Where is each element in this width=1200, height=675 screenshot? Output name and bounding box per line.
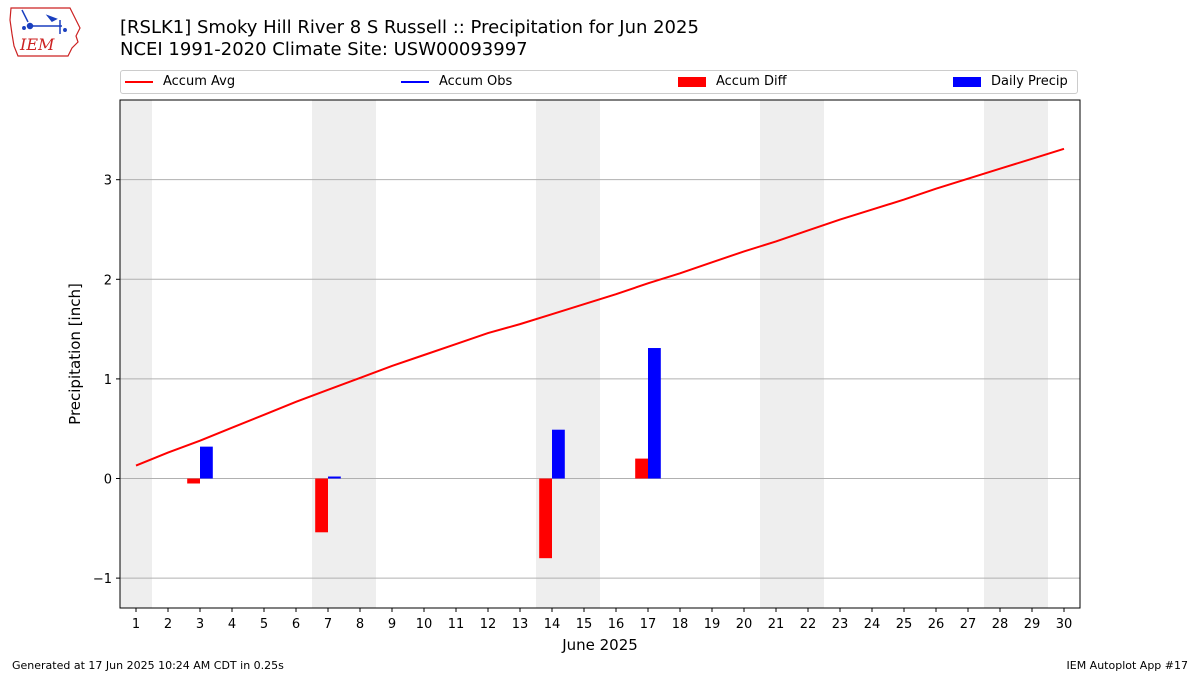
legend-item-accum-diff: Accum Diff [678,74,787,89]
x-tick-label: 13 [512,617,529,632]
x-tick-label: 22 [800,617,817,632]
weather-station-icon [21,9,67,34]
x-tick-label: 23 [832,617,849,632]
weekend-shade [760,100,824,608]
x-tick-label: 7 [324,617,332,632]
x-tick-label: 2 [164,617,172,632]
x-tick-label: 12 [480,617,497,632]
iem-logo: IEM [9,7,81,57]
x-tick-label: 14 [544,617,561,632]
y-tick-label: 1 [104,373,112,388]
x-tick-label: 26 [928,617,945,632]
chart-title: [RSLK1] Smoky Hill River 8 S Russell :: … [120,17,699,38]
x-tick-label: 21 [768,617,785,632]
y-tick-label: −1 [93,572,112,587]
x-tick-label: 6 [292,617,300,632]
legend-item-daily-precip: Daily Precip [953,74,1068,89]
daily-precip-bar [200,446,213,479]
chart-legend: Accum Avg Accum Obs Accum Diff Daily Pre… [120,70,1078,94]
x-tick-label: 17 [640,617,657,632]
x-tick-label: 8 [356,617,364,632]
legend-label-accum-avg: Accum Avg [163,74,236,89]
x-tick-label: 19 [704,617,721,632]
daily-precip-bar [648,348,661,479]
x-tick-label: 20 [736,617,753,632]
x-tick-label: 18 [672,617,689,632]
x-tick-label: 24 [864,617,881,632]
x-tick-label: 10 [416,617,433,632]
x-tick-label: 30 [1056,617,1073,632]
app-label: IEM Autoplot App #17 [1066,659,1189,672]
accum-avg-line [135,147,1065,467]
x-tick-label: 1 [132,617,140,632]
logo-text: IEM [19,35,55,54]
accum-diff-bar [187,478,200,484]
y-axis-label: Precipitation [inch] [66,283,84,425]
plot-frame [119,99,1081,609]
x-tick-label: 25 [896,617,913,632]
legend-swatch-accum-obs [401,80,429,83]
x-tick-label: 4 [228,617,236,632]
x-tick-label: 15 [576,617,593,632]
legend-swatch-accum-avg [125,80,153,83]
x-tick-label: 11 [448,617,465,632]
legend-swatch-daily-precip [953,76,981,87]
weekend-shade [984,100,1048,608]
y-tick-label: 3 [104,174,112,189]
accum-diff-bar [635,458,648,479]
weekend-shade [120,100,152,608]
x-tick-label: 27 [960,617,977,632]
x-axis-label: June 2025 [561,636,638,654]
legend-label-accum-obs: Accum Obs [439,74,513,89]
x-tick-label: 29 [1024,617,1041,632]
x-tick-label: 16 [608,617,625,632]
x-tick-label: 3 [196,617,204,632]
chart-subtitle: NCEI 1991-2020 Climate Site: USW00093997 [120,39,528,60]
daily-precip-bar [328,476,341,479]
accum-diff-bar [315,478,328,533]
y-tick-label: 2 [104,273,112,288]
y-tick-label: 0 [104,473,112,488]
x-tick-label: 9 [388,617,396,632]
legend-label-daily-precip: Daily Precip [991,74,1068,89]
x-tick-label: 5 [260,617,268,632]
accum-diff-bar [539,478,552,559]
daily-precip-bar [552,429,565,479]
x-tick-label: 28 [992,617,1009,632]
generated-timestamp: Generated at 17 Jun 2025 10:24 AM CDT in… [12,659,284,672]
legend-item-accum-obs: Accum Obs [401,74,512,89]
legend-label-accum-diff: Accum Diff [716,74,787,89]
legend-swatch-accum-diff [678,76,706,87]
legend-item-accum-avg: Accum Avg [125,74,235,89]
